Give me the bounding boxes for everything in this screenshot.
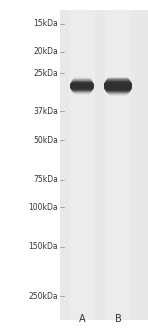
- Text: 100kDa: 100kDa: [28, 203, 58, 212]
- Text: A: A: [79, 314, 85, 324]
- Text: B: B: [115, 314, 121, 324]
- Bar: [69, 10, 95, 320]
- Bar: [105, 10, 131, 320]
- Text: 15kDa: 15kDa: [33, 19, 58, 28]
- Text: 250kDa: 250kDa: [28, 292, 58, 301]
- Text: 37kDa: 37kDa: [33, 107, 58, 116]
- Text: 25kDa: 25kDa: [33, 69, 58, 78]
- Text: 150kDa: 150kDa: [28, 242, 58, 251]
- Text: 75kDa: 75kDa: [33, 175, 58, 184]
- Text: 20kDa: 20kDa: [33, 47, 58, 56]
- Bar: [60, 10, 148, 320]
- Text: 50kDa: 50kDa: [33, 136, 58, 145]
